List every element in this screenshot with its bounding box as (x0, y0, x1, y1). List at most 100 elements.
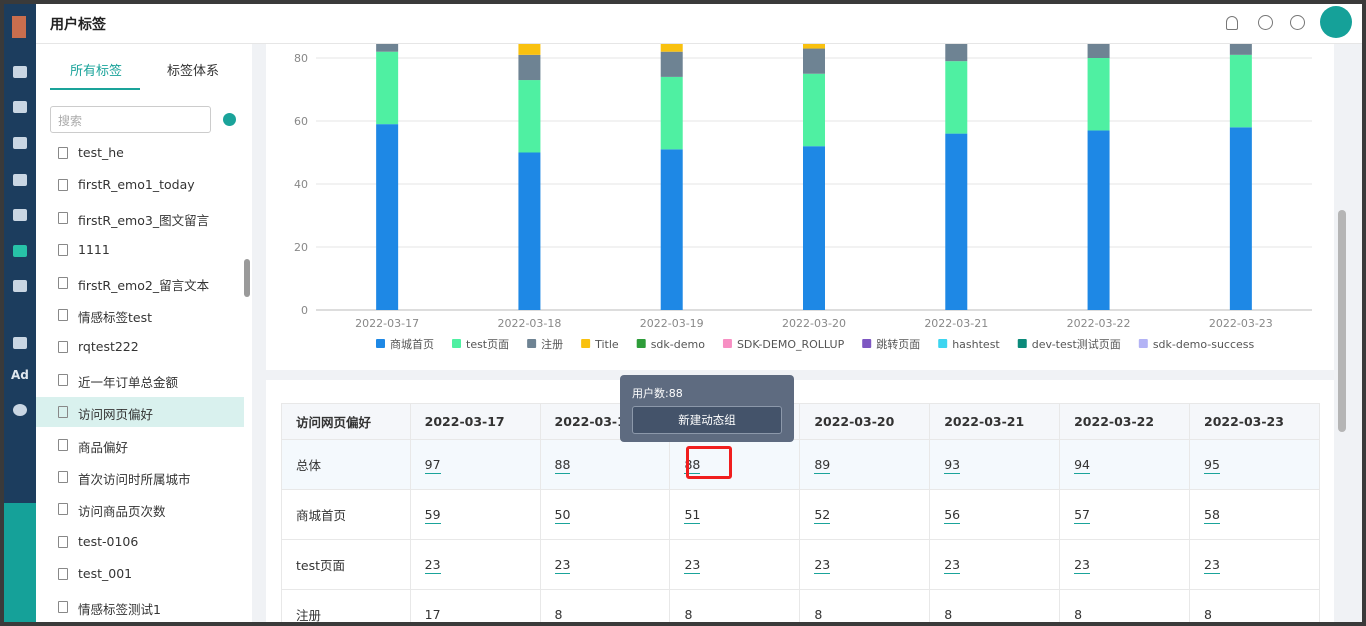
nav-icon[interactable] (13, 280, 27, 292)
cell-link[interactable]: 88 (554, 457, 571, 474)
table-cell: 94 (1059, 439, 1190, 490)
nav-bottom (4, 503, 36, 622)
bar-segment (376, 124, 399, 310)
bar-segment (518, 54, 541, 81)
table-cell: 56 (929, 489, 1061, 540)
table-cell: 95 (1189, 439, 1320, 490)
table-cell: 8 (1059, 589, 1190, 622)
nav-ad[interactable]: Ad (11, 368, 29, 382)
nav-icon[interactable] (13, 174, 27, 186)
help-icon[interactable] (1290, 15, 1305, 30)
tag-item[interactable]: test-0106 (36, 527, 244, 557)
tag-item[interactable]: test_he (36, 138, 244, 168)
cell-link[interactable]: 23 (684, 557, 701, 574)
cell-link[interactable]: 23 (1074, 557, 1091, 574)
table-cell: 8 (539, 589, 671, 622)
tag-item[interactable]: test_001 (36, 559, 244, 589)
bar-segment (1087, 130, 1110, 310)
cell-link[interactable]: 89 (814, 457, 831, 474)
nav-icon[interactable] (13, 337, 27, 349)
cell-link[interactable]: 23 (554, 557, 571, 574)
table-wrap: 访问网页偏好2022-03-172022-03-182022-03-192022… (281, 403, 1320, 622)
tag-item[interactable]: firstR_emo2_留言文本 (36, 268, 244, 298)
cell-text: 8 (1074, 607, 1083, 622)
nav-icon[interactable] (13, 101, 27, 113)
cell-link[interactable]: 51 (684, 507, 701, 524)
table-cell: test页面 (281, 539, 411, 590)
chat-icon[interactable] (1258, 15, 1273, 30)
legend-swatch (1138, 339, 1148, 348)
cell-link[interactable]: 57 (1074, 507, 1091, 524)
search-box[interactable]: 搜索 (50, 106, 211, 133)
cell-link[interactable]: 23 (1204, 557, 1220, 574)
bell-icon[interactable] (1226, 16, 1238, 30)
legend-label: 跳转页面 (876, 337, 920, 351)
bar-segment (945, 133, 968, 310)
nav-icon[interactable] (13, 245, 27, 257)
cell-link[interactable]: 94 (1074, 457, 1091, 474)
legend-swatch (376, 339, 385, 348)
add-button[interactable] (223, 113, 236, 126)
legend-label: test页面 (466, 338, 509, 351)
logo (12, 16, 26, 38)
x-tick-label: 2022-03-17 (355, 317, 419, 330)
cell-link[interactable]: 97 (424, 457, 441, 474)
header-cell: 2022-03-22 (1059, 403, 1190, 440)
legend-label: Title (594, 338, 619, 351)
tag-item[interactable]: 访问网页偏好 (36, 397, 244, 428)
y-tick-label: 80 (294, 52, 308, 65)
cell-link[interactable]: 52 (814, 507, 831, 524)
tag-item[interactable]: rqtest222 (36, 332, 244, 362)
cell-text: 8 (944, 607, 953, 622)
header-cell: 2022-03-20 (799, 403, 931, 440)
table-cell: 50 (539, 489, 671, 540)
table-row: 注册 17 8 8 8 8 8 8 (281, 589, 1320, 622)
avatar[interactable] (1320, 6, 1352, 38)
table-card: 访问网页偏好2022-03-172022-03-182022-03-192022… (266, 380, 1334, 622)
nav-icon[interactable] (13, 66, 27, 78)
bar-segment (1087, 44, 1110, 58)
tag-item[interactable]: 访问商品页次数 (36, 494, 244, 524)
legend-swatch (862, 339, 872, 348)
cell-link[interactable]: 95 (1204, 457, 1220, 474)
cell-link[interactable]: 23 (814, 557, 831, 574)
legend-label: SDK-DEMO_ROLLUP (737, 338, 845, 351)
chart: 0204060801002022-03-172022-03-182022-03-… (266, 44, 1334, 370)
cell-link[interactable]: 56 (944, 507, 961, 524)
cell-link[interactable]: 23 (424, 557, 441, 574)
header-cell: 2022-03-23 (1189, 403, 1320, 440)
legend-label: dev-test测试页面 (1032, 338, 1121, 351)
cell-link[interactable]: 23 (944, 557, 961, 574)
new-group-button[interactable]: 新建动态组 (632, 406, 782, 434)
tag-item[interactable]: 近一年订单总金额 (36, 365, 244, 395)
table-cell: 88 (539, 439, 671, 490)
tag-item[interactable]: firstR_emo3_图文留言 (36, 203, 244, 233)
legend-swatch (636, 339, 646, 348)
nav-icon[interactable] (13, 404, 27, 416)
cell-link[interactable]: 50 (554, 507, 571, 524)
nav-icon[interactable] (13, 209, 27, 221)
bar-segment (1229, 127, 1252, 310)
cell-link[interactable]: 59 (424, 507, 441, 524)
tab[interactable]: 标签体系 (167, 64, 220, 79)
cell-text: 商城首页 (296, 508, 347, 523)
cell-text: test页面 (296, 558, 346, 573)
tag-item[interactable]: 1111 (36, 235, 244, 265)
tab[interactable]: 所有标签 (70, 64, 123, 79)
table-row: test页面 23 23 23 23 23 23 23 (281, 539, 1320, 590)
bar-segment (376, 44, 399, 52)
bar-segment (803, 48, 825, 74)
tag-item[interactable]: 首次访问时所属城市 (36, 462, 244, 492)
table-cell: 23 (409, 539, 541, 590)
tag-item[interactable]: 情感标签test (36, 300, 244, 330)
cell-link[interactable]: 58 (1204, 507, 1220, 524)
tag-item[interactable]: 情感标签测试1 (36, 592, 244, 622)
tag-item[interactable]: 商品偏好 (36, 430, 244, 460)
cell-link[interactable]: 93 (944, 457, 961, 474)
nav-icon[interactable] (13, 137, 27, 149)
tooltip-text: 用户数:88 (632, 387, 683, 400)
y-tick-label: 20 (294, 241, 308, 254)
x-tick-label: 2022-03-19 (640, 317, 704, 330)
tag-item[interactable]: firstR_emo1_today (36, 170, 244, 200)
